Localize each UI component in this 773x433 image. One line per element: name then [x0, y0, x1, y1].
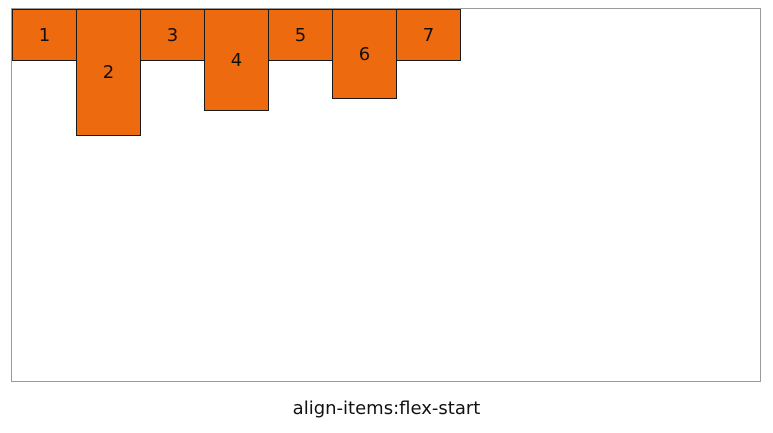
- flex-item-3: 3: [140, 9, 205, 61]
- flex-item-4: 4: [204, 9, 269, 111]
- caption-text: align-items:flex-start: [292, 398, 481, 419]
- flex-item-6: 6: [332, 9, 397, 99]
- flex-item-5: 5: [268, 9, 333, 61]
- flex-item-2: 2: [76, 9, 141, 136]
- flex-item-7: 7: [396, 9, 461, 61]
- flex-item-1: 1: [12, 9, 77, 61]
- flex-container: 1 2 3 4 5 6 7: [11, 8, 761, 382]
